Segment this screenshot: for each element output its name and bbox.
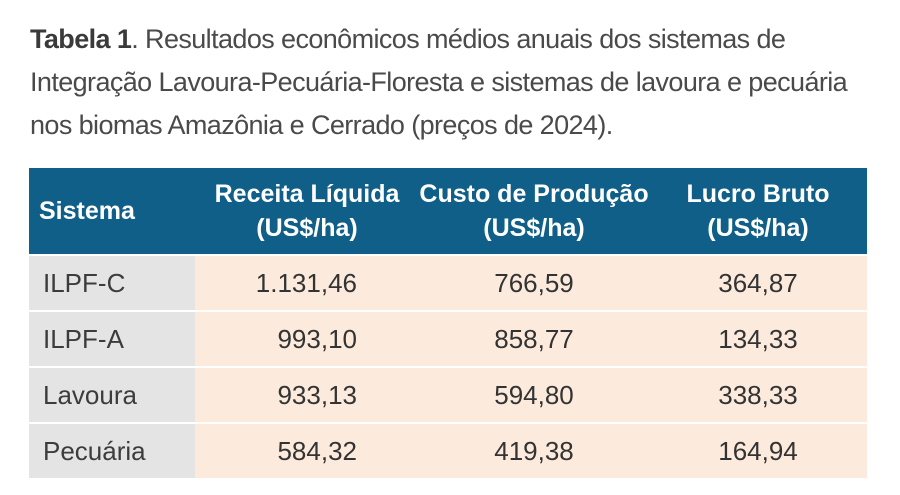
cell-lucro-bruto: 364,87 <box>649 256 867 310</box>
cell-receita-liquida: 1.131,46 <box>195 256 419 310</box>
header-custo-producao-label: Custo de Produção <box>419 180 649 208</box>
header-receita-liquida-label: Receita Líquida <box>214 180 400 208</box>
cell-custo-producao: 419,38 <box>419 424 649 478</box>
results-table: Sistema Receita Líquida (US$/ha) Custo d… <box>29 168 867 478</box>
caption-label: Tabela 1 <box>30 24 132 54</box>
cell-sistema: Lavoura <box>29 368 195 422</box>
cell-custo-producao: 766,59 <box>419 256 649 310</box>
cell-sistema: Pecuária <box>29 424 195 478</box>
cell-custo-producao: 858,77 <box>419 312 649 366</box>
table-row: Pecuária 584,32 419,38 164,94 <box>29 422 867 478</box>
cell-custo-producao: 594,80 <box>419 368 649 422</box>
header-custo-producao: Custo de Produção (US$/ha) <box>419 168 649 254</box>
cell-lucro-bruto: 164,94 <box>649 424 867 478</box>
table-row: Lavoura 933,13 594,80 338,33 <box>29 366 867 422</box>
header-sistema-label: Sistema <box>39 197 135 225</box>
cell-lucro-bruto: 134,33 <box>649 312 867 366</box>
header-lucro-bruto: Lucro Bruto (US$/ha) <box>649 168 867 254</box>
cell-sistema: ILPF-A <box>29 312 195 366</box>
header-sistema: Sistema <box>29 168 195 254</box>
header-lucro-bruto-label: Lucro Bruto <box>686 180 830 208</box>
caption-text: . Resultados econômicos médios anuais do… <box>30 24 848 140</box>
table-row: ILPF-C 1.131,46 766,59 364,87 <box>29 254 867 310</box>
header-receita-liquida: Receita Líquida (US$/ha) <box>195 168 419 254</box>
cell-receita-liquida: 993,10 <box>195 312 419 366</box>
table-header: Sistema Receita Líquida (US$/ha) Custo d… <box>29 168 867 254</box>
header-custo-producao-unit: (US$/ha) <box>483 214 585 242</box>
table-row: ILPF-A 993,10 858,77 134,33 <box>29 310 867 366</box>
header-receita-liquida-unit: (US$/ha) <box>256 214 358 242</box>
cell-lucro-bruto: 338,33 <box>649 368 867 422</box>
cell-sistema: ILPF-C <box>29 256 195 310</box>
table-caption: Tabela 1. Resultados econômicos médios a… <box>30 18 880 147</box>
cell-receita-liquida: 584,32 <box>195 424 419 478</box>
header-lucro-bruto-unit: (US$/ha) <box>707 214 809 242</box>
cell-receita-liquida: 933,13 <box>195 368 419 422</box>
